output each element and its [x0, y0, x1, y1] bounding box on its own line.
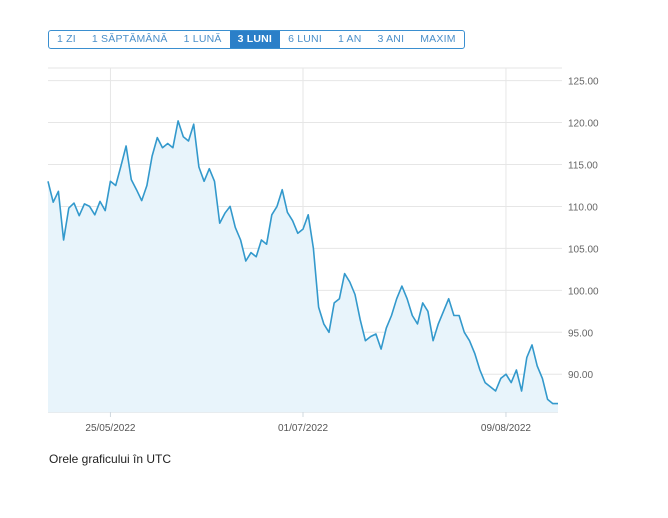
range-tab-3-ani[interactable]: 3 ANI	[377, 33, 405, 45]
series-line	[47, 120, 558, 405]
range-tab-1-săptămână[interactable]: 1 SĂPTĂMÂNĂ	[91, 33, 168, 45]
y-tick-label: 95.00	[568, 328, 593, 339]
x-axis-ticks: 25/05/2022 01/07/2022 09/08/2022	[85, 423, 531, 434]
x-tick-label: 01/07/2022	[278, 423, 328, 434]
range-tab-6-luni[interactable]: 6 LUNI	[288, 33, 322, 45]
chart-timezone-note: Orele graficului în UTC	[49, 452, 172, 466]
y-tick-label: 120.00	[568, 119, 599, 130]
y-tick-label: 125.00	[568, 77, 599, 88]
y-tick-label: 90.00	[568, 370, 593, 381]
y-tick-label: 110.00	[568, 202, 598, 213]
range-tab-maxim[interactable]: MAXIM	[420, 33, 456, 45]
y-tick-label: 115.00	[568, 160, 598, 171]
range-tab-bar: 1 ZI 1 SĂPTĂMÂNĂ 1 LUNĂ 3 LUNI 6 LUNI 1 AN 3 A…	[48, 30, 465, 49]
x-tick-label: 09/08/2022	[481, 423, 531, 434]
y-axis-ticks: 90.00 95.00 100.00 105.00 110.00 115.00 120.00…	[568, 77, 599, 382]
x-tick-label: 25/05/2022	[85, 423, 135, 434]
range-tab-1-zi[interactable]: 1 ZI	[57, 33, 76, 45]
range-tab-1-an[interactable]: 1 AN	[337, 33, 362, 45]
range-tab-3-luni[interactable]: 3 LUNI	[229, 31, 281, 48]
y-tick-label: 105.00	[568, 244, 599, 255]
range-tab-1-lună[interactable]: 1 LUNĂ	[183, 33, 222, 45]
y-tick-label: 100.00	[568, 286, 599, 297]
series-area	[48, 120, 558, 413]
